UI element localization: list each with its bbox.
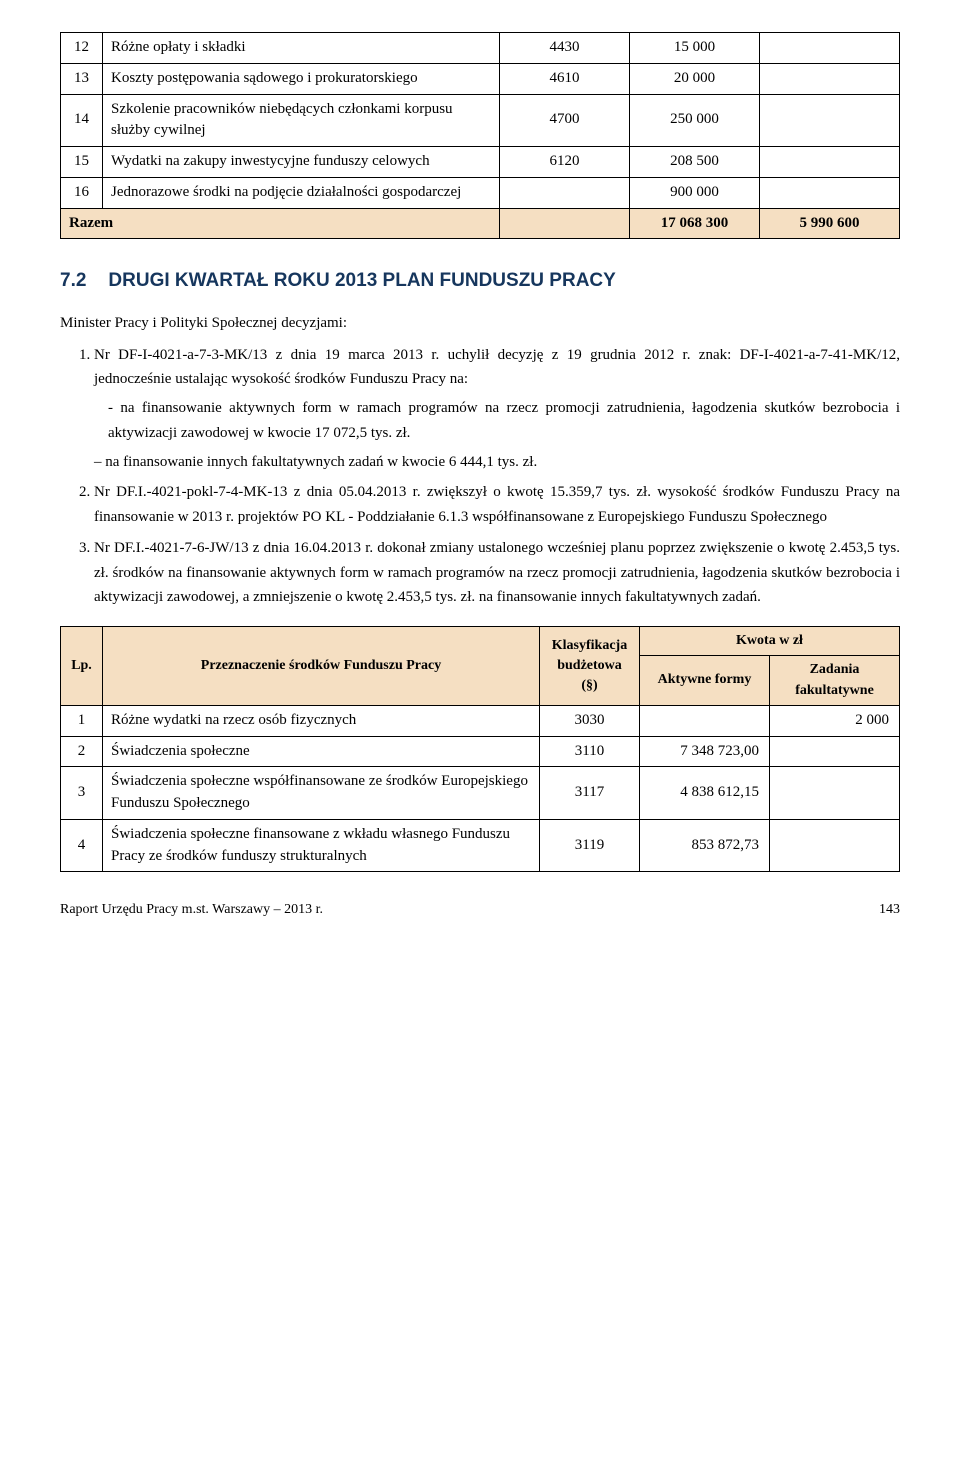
- header-row: Lp. Przeznaczenie środków Funduszu Pracy…: [61, 627, 900, 656]
- row-number: 13: [61, 63, 103, 94]
- cell-akt: [640, 705, 770, 736]
- row-val1: 208 500: [630, 147, 760, 178]
- decision-list: Nr DF-I-4021-a-7-3-MK/13 z dnia 19 marca…: [60, 343, 900, 611]
- row-number: 14: [61, 94, 103, 147]
- table-row: 1 Różne wydatki na rzecz osób fizycznych…: [61, 705, 900, 736]
- row-code: [500, 177, 630, 208]
- row-val2: [760, 94, 900, 147]
- row-desc: Wydatki na zakupy inwestycyjne funduszy …: [103, 147, 500, 178]
- total-val2: 5 990 600: [760, 208, 900, 239]
- row-code: 4700: [500, 94, 630, 147]
- table-row: 2 Świadczenia społeczne 3110 7 348 723,0…: [61, 736, 900, 767]
- item1-lead: Nr DF-I-4021-a-7-3-MK/13 z dnia 19 marca…: [94, 347, 900, 388]
- cell-desc: Świadczenia społeczne współfinansowane z…: [103, 767, 540, 820]
- col-desc: Przeznaczenie środków Funduszu Pracy: [103, 627, 540, 706]
- cell-code: 3119: [540, 819, 640, 872]
- table-row: 13 Koszty postępowania sądowego i prokur…: [61, 63, 900, 94]
- cell-desc: Różne wydatki na rzecz osób fizycznych: [103, 705, 540, 736]
- list-item: Nr DF.I.-4021-pokl-7-4-MK-13 z dnia 05.0…: [94, 480, 900, 530]
- footer-left: Raport Urzędu Pracy m.st. Warszawy – 201…: [60, 900, 323, 920]
- cell-desc: Świadczenia społeczne: [103, 736, 540, 767]
- section-heading: 7.2 DRUGI KWARTAŁ ROKU 2013 PLAN FUNDUSZU…: [60, 267, 900, 295]
- row-val1: 250 000: [630, 94, 760, 147]
- table-row: 12 Różne opłaty i składki 4430 15 000: [61, 33, 900, 64]
- cell-lp: 1: [61, 705, 103, 736]
- upper-table: 12 Różne opłaty i składki 4430 15 000 13…: [60, 32, 900, 239]
- lower-table-head: Lp. Przeznaczenie środków Funduszu Pracy…: [61, 627, 900, 706]
- row-code: 4430: [500, 33, 630, 64]
- row-desc: Koszty postępowania sądowego i prokurato…: [103, 63, 500, 94]
- row-val2: [760, 147, 900, 178]
- table-row: 4 Świadczenia społeczne finansowane z wk…: [61, 819, 900, 872]
- page-footer: Raport Urzędu Pracy m.st. Warszawy – 201…: [60, 900, 900, 920]
- cell-zad: [770, 819, 900, 872]
- section-number: 7.2: [60, 270, 86, 291]
- cell-zad: [770, 736, 900, 767]
- col-zad: Zadania fakultatywne: [770, 656, 900, 706]
- cell-code: 3030: [540, 705, 640, 736]
- row-val1: 20 000: [630, 63, 760, 94]
- total-blank: [500, 208, 630, 239]
- col-kwota: Kwota w zł: [640, 627, 900, 656]
- cell-code: 3117: [540, 767, 640, 820]
- cell-desc: Świadczenia społeczne finansowane z wkła…: [103, 819, 540, 872]
- row-desc: Szkolenie pracowników niebędących członk…: [103, 94, 500, 147]
- table-row: 14 Szkolenie pracowników niebędących czł…: [61, 94, 900, 147]
- row-val1: 15 000: [630, 33, 760, 64]
- lower-table-body: 1 Różne wydatki na rzecz osób fizycznych…: [61, 705, 900, 872]
- section-title: DRUGI KWARTAŁ ROKU 2013 PLAN FUNDUSZU PR…: [108, 270, 615, 291]
- cell-akt: 7 348 723,00: [640, 736, 770, 767]
- dash-list: na finansowanie aktywnych form w ramach …: [94, 396, 900, 446]
- row-number: 15: [61, 147, 103, 178]
- cell-akt: 853 872,73: [640, 819, 770, 872]
- table-row: 16 Jednorazowe środki na podjęcie działa…: [61, 177, 900, 208]
- table-row: 3 Świadczenia społeczne współfinansowane…: [61, 767, 900, 820]
- row-val1: 900 000: [630, 177, 760, 208]
- footer-page-number: 143: [879, 900, 900, 920]
- col-akt: Aktywne formy: [640, 656, 770, 706]
- dash-item: na finansowanie aktywnych form w ramach …: [108, 396, 900, 446]
- row-number: 16: [61, 177, 103, 208]
- lower-table: Lp. Przeznaczenie środków Funduszu Pracy…: [60, 626, 900, 872]
- row-code: 6120: [500, 147, 630, 178]
- total-val1: 17 068 300: [630, 208, 760, 239]
- cell-lp: 2: [61, 736, 103, 767]
- list-item: Nr DF-I-4021-a-7-3-MK/13 z dnia 19 marca…: [94, 343, 900, 475]
- cell-lp: 3: [61, 767, 103, 820]
- col-code: Klasyfikacja budżetowa (§): [540, 627, 640, 706]
- row-desc: Jednorazowe środki na podjęcie działalno…: [103, 177, 500, 208]
- cell-lp: 4: [61, 819, 103, 872]
- row-desc: Różne opłaty i składki: [103, 33, 500, 64]
- table-row: 15 Wydatki na zakupy inwestycyjne fundus…: [61, 147, 900, 178]
- upper-table-body: 12 Różne opłaty i składki 4430 15 000 13…: [61, 33, 900, 239]
- cell-code: 3110: [540, 736, 640, 767]
- cell-akt: 4 838 612,15: [640, 767, 770, 820]
- endash-item: – na finansowanie innych fakultatywnych …: [94, 450, 900, 475]
- row-val2: [760, 33, 900, 64]
- total-label: Razem: [61, 208, 500, 239]
- col-lp: Lp.: [61, 627, 103, 706]
- intro-text: Minister Pracy i Polityki Społecznej dec…: [60, 313, 900, 335]
- cell-zad: 2 000: [770, 705, 900, 736]
- row-val2: [760, 63, 900, 94]
- cell-zad: [770, 767, 900, 820]
- total-row: Razem 17 068 300 5 990 600: [61, 208, 900, 239]
- row-val2: [760, 177, 900, 208]
- row-number: 12: [61, 33, 103, 64]
- list-item: Nr DF.I.-4021-7-6-JW/13 z dnia 16.04.201…: [94, 536, 900, 610]
- row-code: 4610: [500, 63, 630, 94]
